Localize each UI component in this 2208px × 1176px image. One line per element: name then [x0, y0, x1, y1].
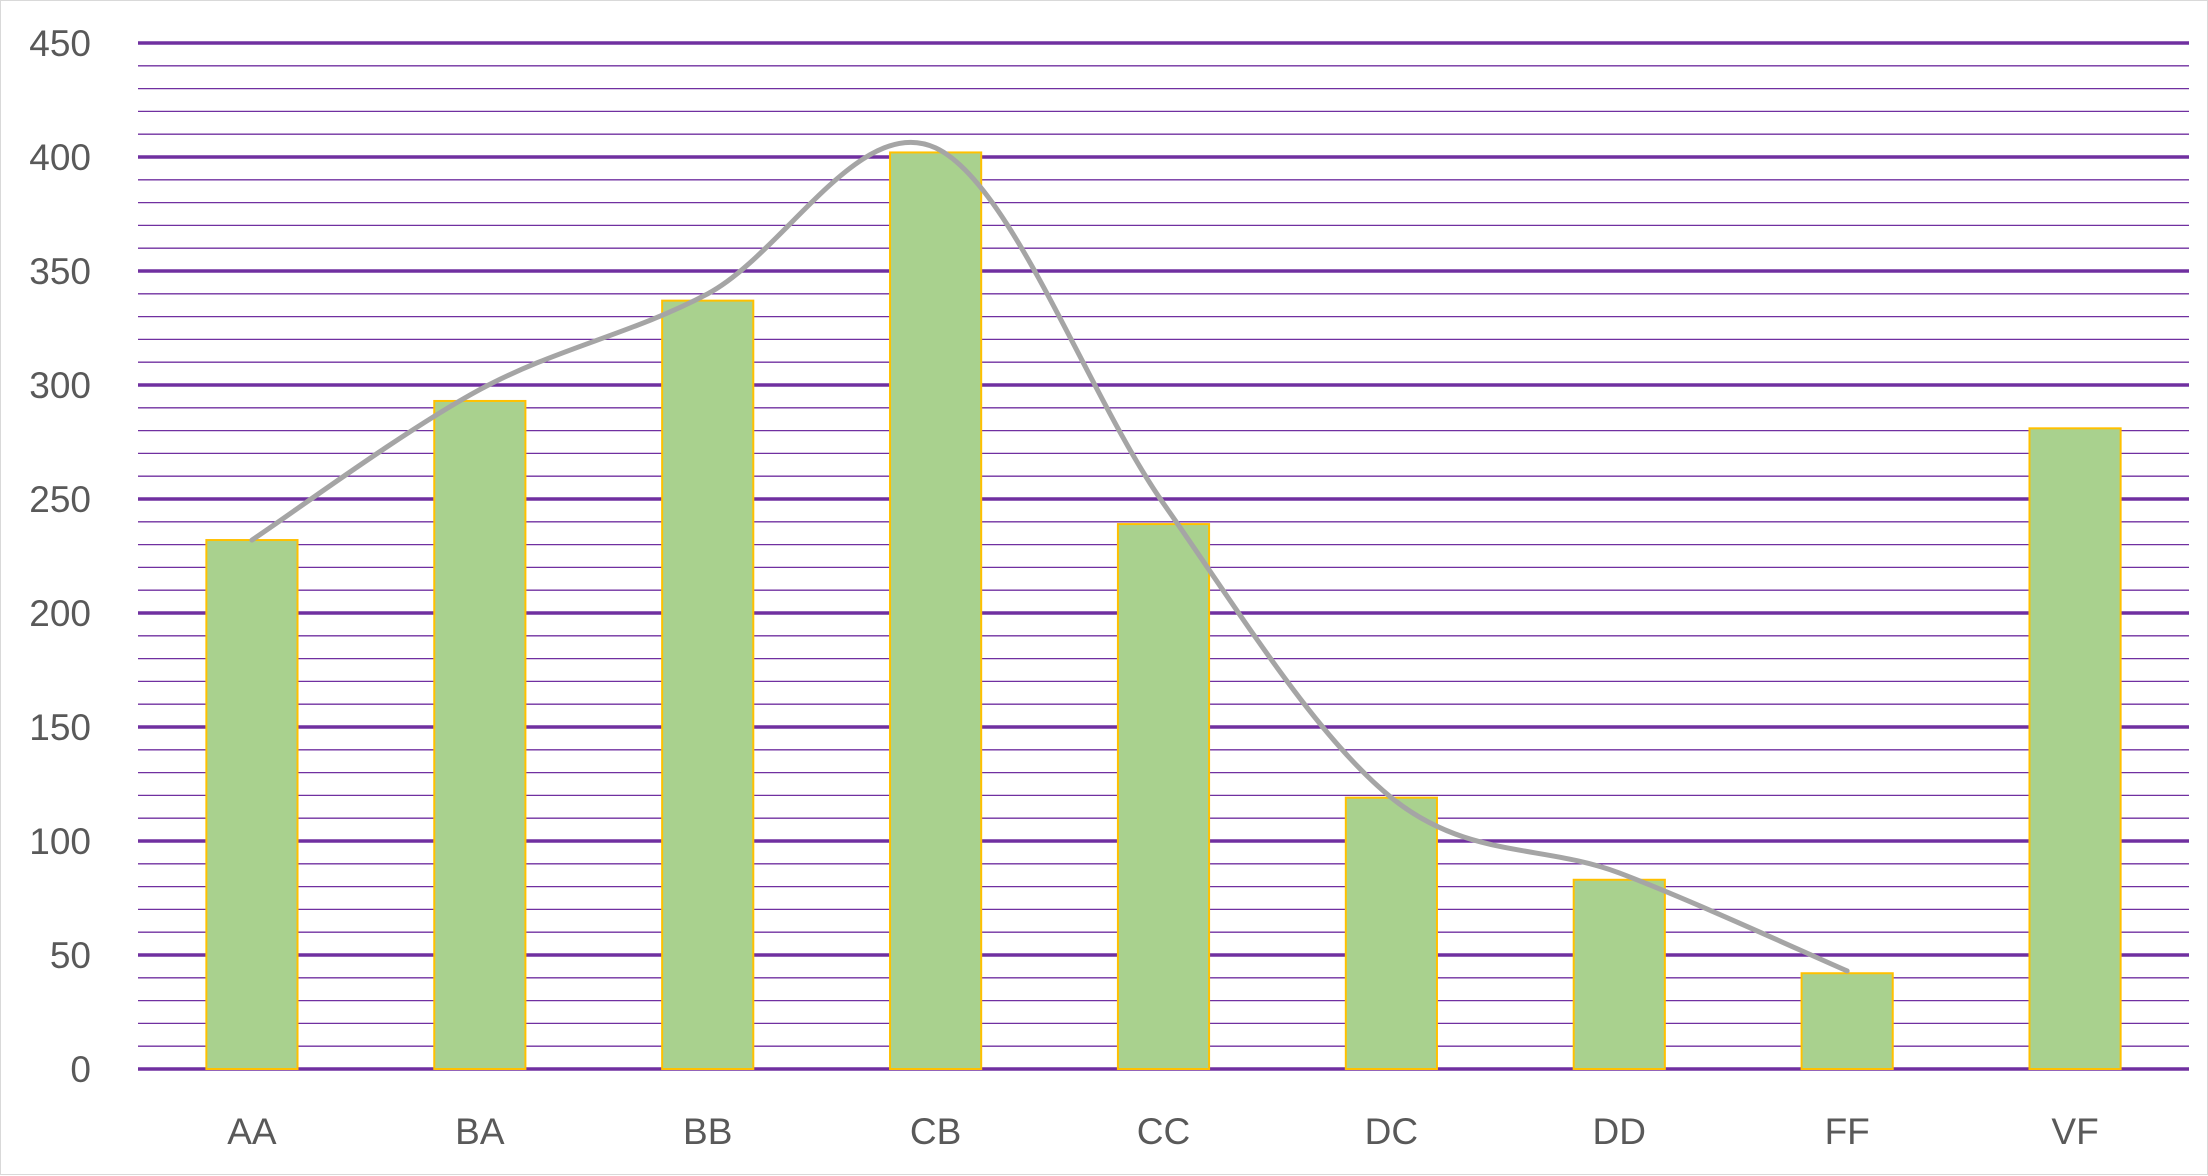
y-axis-tick-labels: 0 50 100 150 200 250 300 350 400 450 — [29, 23, 91, 1090]
trendline — [249, 139, 1850, 974]
y-tick-label: 300 — [29, 365, 91, 406]
bar-ba — [433, 399, 527, 1070]
x-tick-label: AA — [227, 1111, 277, 1152]
bar-cc — [1116, 523, 1211, 1070]
y-tick-label: 50 — [50, 935, 91, 976]
x-tick-label: CC — [1137, 1111, 1190, 1152]
y-tick-label: 150 — [29, 707, 91, 748]
bar-bb — [661, 299, 755, 1070]
y-tick-label: 450 — [29, 23, 91, 64]
bar-series — [205, 151, 2122, 1071]
x-tick-label: DD — [1593, 1111, 1646, 1152]
y-tick-label: 400 — [29, 137, 91, 178]
y-tick-label: 200 — [29, 593, 91, 634]
x-tick-label: FF — [1825, 1111, 1870, 1152]
x-tick-label: CB — [910, 1111, 961, 1152]
y-tick-label: 250 — [29, 479, 91, 520]
bar-cb — [889, 151, 983, 1070]
y-tick-label: 350 — [29, 251, 91, 292]
x-tick-label: VF — [2051, 1111, 2098, 1152]
y-tick-label: 0 — [70, 1049, 91, 1090]
bar-aa — [205, 539, 299, 1070]
x-tick-label: BB — [683, 1111, 732, 1152]
bar-ff — [1800, 972, 1894, 1070]
trendline-path — [249, 139, 1850, 974]
bar-dd — [1572, 878, 1666, 1071]
x-tick-label: BA — [455, 1111, 505, 1152]
y-tick-label: 100 — [29, 821, 91, 862]
x-tick-label: DC — [1365, 1111, 1418, 1152]
bar-dc — [1344, 796, 1438, 1070]
bar-vf — [2028, 427, 2122, 1070]
x-axis-tick-labels: AA BA BB CB CC DC DD FF VF — [227, 1111, 2098, 1152]
